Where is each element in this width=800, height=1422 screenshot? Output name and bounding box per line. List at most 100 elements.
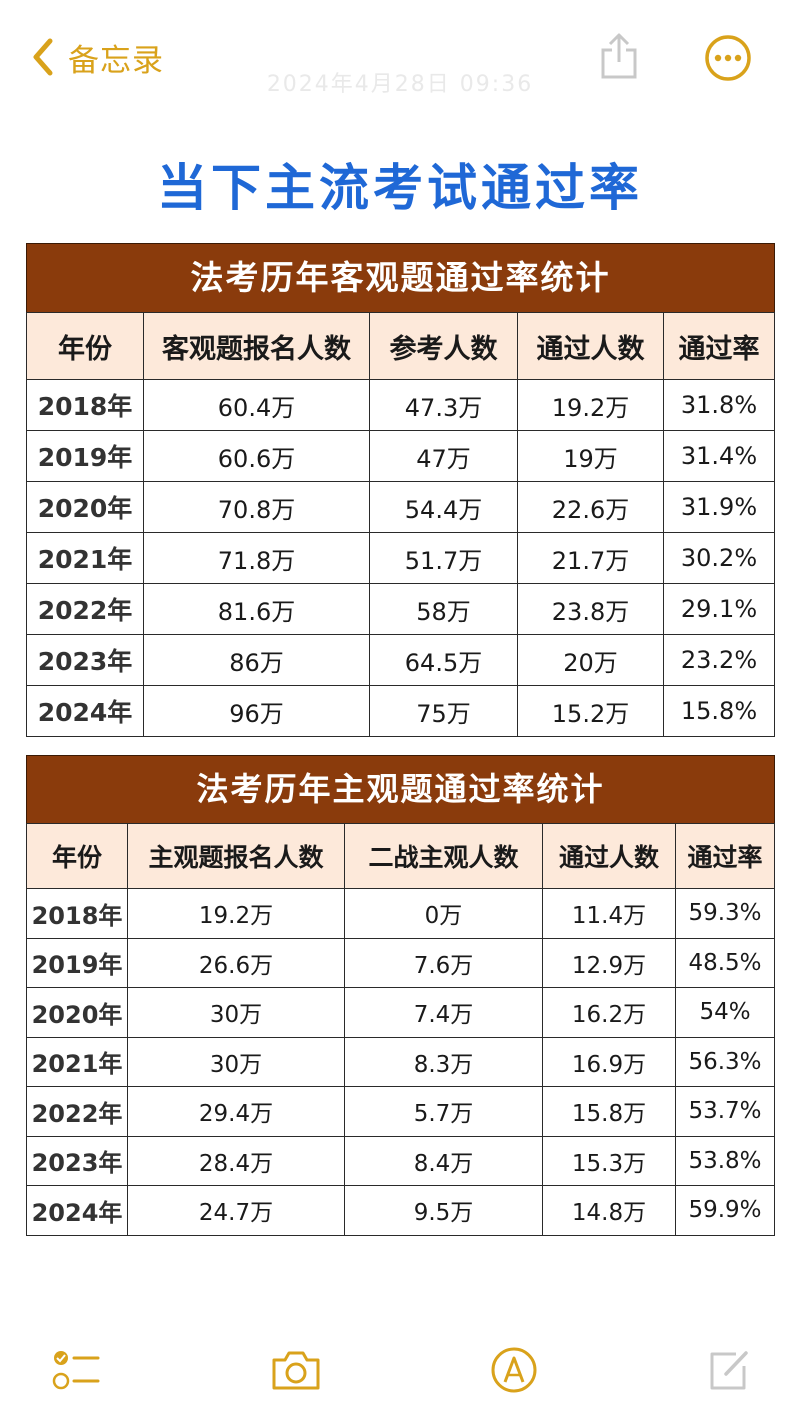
table-cell: 31.9% bbox=[663, 481, 775, 533]
checklist-icon[interactable] bbox=[52, 1348, 102, 1392]
table-cell: 30万 bbox=[127, 987, 345, 1038]
year-cell: 2024年 bbox=[26, 685, 144, 737]
year-cell: 2018年 bbox=[26, 888, 128, 939]
camera-icon[interactable] bbox=[270, 1348, 322, 1392]
column-header: 年份 bbox=[26, 823, 128, 889]
table-cell: 86万 bbox=[143, 634, 370, 686]
table-cell: 19.2万 bbox=[127, 888, 345, 939]
table-cell: 7.6万 bbox=[344, 937, 543, 988]
table-cell: 16.9万 bbox=[542, 1036, 676, 1087]
table-cell: 51.7万 bbox=[369, 532, 518, 584]
subjective-pass-rate-table: 法考历年主观题通过率统计 年份 主观题报名人数 二战主观人数 通过人数 通过率 2018… bbox=[26, 755, 775, 1236]
table-cell: 19.2万 bbox=[517, 379, 664, 431]
table-cell: 56.3% bbox=[675, 1036, 775, 1087]
table-cell: 96万 bbox=[143, 685, 370, 737]
table-cell: 8.3万 bbox=[344, 1036, 543, 1087]
nav-bar: 备忘录 2024年4月28日 09:36 bbox=[0, 0, 800, 110]
table-row: 2022年 81.6万 58万 23.8万 29.1% bbox=[26, 583, 775, 635]
chevron-left-icon bbox=[33, 38, 53, 76]
table-cell: 29.1% bbox=[663, 583, 775, 635]
column-header: 年份 bbox=[26, 312, 144, 380]
table-cell: 22.6万 bbox=[517, 481, 664, 533]
table-cell: 8.4万 bbox=[344, 1135, 543, 1186]
table-cell: 23.2% bbox=[663, 634, 775, 686]
table-cell: 31.8% bbox=[663, 379, 775, 431]
objective-pass-rate-table: 法考历年客观题通过率统计 年份 客观题报名人数 参考人数 通过人数 通过率 2018年 6… bbox=[26, 243, 775, 737]
table-row: 2020年 30万 7.4万 16.2万 54% bbox=[26, 987, 775, 1038]
table-cell: 19万 bbox=[517, 430, 664, 482]
table-cell: 11.4万 bbox=[542, 888, 676, 939]
back-label: 备忘录 bbox=[68, 42, 164, 79]
year-cell: 2021年 bbox=[26, 532, 144, 584]
year-cell: 2022年 bbox=[26, 1086, 128, 1137]
markup-icon[interactable] bbox=[490, 1346, 538, 1394]
year-cell: 2018年 bbox=[26, 379, 144, 431]
table-caption: 法考历年主观题通过率统计 bbox=[26, 755, 775, 823]
column-header: 客观题报名人数 bbox=[143, 312, 370, 380]
table-row: 2021年 71.8万 51.7万 21.7万 30.2% bbox=[26, 532, 775, 584]
table-cell: 60.6万 bbox=[143, 430, 370, 482]
table-cell: 31.4% bbox=[663, 430, 775, 482]
table-cell: 47万 bbox=[369, 430, 518, 482]
table-cell: 16.2万 bbox=[542, 987, 676, 1038]
table-cell: 64.5万 bbox=[369, 634, 518, 686]
table-cell: 75万 bbox=[369, 685, 518, 737]
table-row: 2024年 24.7万 9.5万 14.8万 59.9% bbox=[26, 1185, 775, 1236]
table-row: 2021年 30万 8.3万 16.9万 56.3% bbox=[26, 1036, 775, 1087]
table-cell: 59.3% bbox=[675, 888, 775, 939]
table-row: 2023年 86万 64.5万 20万 23.2% bbox=[26, 634, 775, 686]
column-header: 通过人数 bbox=[542, 823, 676, 889]
year-cell: 2024年 bbox=[26, 1185, 128, 1236]
header-row: 年份 客观题报名人数 参考人数 通过人数 通过率 bbox=[26, 312, 775, 380]
column-header: 二战主观人数 bbox=[344, 823, 543, 889]
table-cell: 26.6万 bbox=[127, 937, 345, 988]
table-cell: 23.8万 bbox=[517, 583, 664, 635]
year-cell: 2022年 bbox=[26, 583, 144, 635]
table-cell: 59.9% bbox=[675, 1185, 775, 1236]
table-row: 2019年 26.6万 7.6万 12.9万 48.5% bbox=[26, 937, 775, 988]
table-row: 2018年 60.4万 47.3万 19.2万 31.8% bbox=[26, 379, 775, 431]
table-row: 2023年 28.4万 8.4万 15.3万 53.8% bbox=[26, 1135, 775, 1186]
table-row: 2020年 70.8万 54.4万 22.6万 31.9% bbox=[26, 481, 775, 533]
share-icon[interactable] bbox=[598, 32, 640, 80]
column-header: 主观题报名人数 bbox=[127, 823, 345, 889]
header-row: 年份 主观题报名人数 二战主观人数 通过人数 通过率 bbox=[26, 823, 775, 889]
column-header: 通过人数 bbox=[517, 312, 664, 380]
table-cell: 20万 bbox=[517, 634, 664, 686]
table-cell: 54% bbox=[675, 987, 775, 1038]
compose-icon[interactable] bbox=[706, 1348, 752, 1392]
table-cell: 24.7万 bbox=[127, 1185, 345, 1236]
column-header: 通过率 bbox=[663, 312, 775, 380]
more-icon[interactable] bbox=[704, 34, 752, 82]
table-cell: 7.4万 bbox=[344, 987, 543, 1038]
year-cell: 2023年 bbox=[26, 634, 144, 686]
table-cell: 58万 bbox=[369, 583, 518, 635]
table-row: 2024年 96万 75万 15.2万 15.8% bbox=[26, 685, 775, 737]
table-cell: 53.8% bbox=[675, 1135, 775, 1186]
table-cell: 15.3万 bbox=[542, 1135, 676, 1186]
table-cell: 60.4万 bbox=[143, 379, 370, 431]
table-row: 2019年 60.6万 47万 19万 31.4% bbox=[26, 430, 775, 482]
table-cell: 28.4万 bbox=[127, 1135, 345, 1186]
table-cell: 5.7万 bbox=[344, 1086, 543, 1137]
table-cell: 30.2% bbox=[663, 532, 775, 584]
table-cell: 21.7万 bbox=[517, 532, 664, 584]
year-cell: 2021年 bbox=[26, 1036, 128, 1087]
table-cell: 54.4万 bbox=[369, 481, 518, 533]
year-cell: 2020年 bbox=[26, 987, 128, 1038]
table-cell: 47.3万 bbox=[369, 379, 518, 431]
table-cell: 81.6万 bbox=[143, 583, 370, 635]
table-row: 2022年 29.4万 5.7万 15.8万 53.7% bbox=[26, 1086, 775, 1137]
table-row: 2018年 19.2万 0万 11.4万 59.3% bbox=[26, 888, 775, 939]
back-button[interactable]: 备忘录 bbox=[28, 34, 164, 80]
table-cell: 15.8万 bbox=[542, 1086, 676, 1137]
year-cell: 2020年 bbox=[26, 481, 144, 533]
table-cell: 12.9万 bbox=[542, 937, 676, 988]
table-cell: 71.8万 bbox=[143, 532, 370, 584]
column-header: 通过率 bbox=[675, 823, 775, 889]
year-cell: 2019年 bbox=[26, 937, 128, 988]
table-cell: 9.5万 bbox=[344, 1185, 543, 1236]
table-cell: 30万 bbox=[127, 1036, 345, 1087]
table-cell: 53.7% bbox=[675, 1086, 775, 1137]
year-cell: 2023年 bbox=[26, 1135, 128, 1186]
